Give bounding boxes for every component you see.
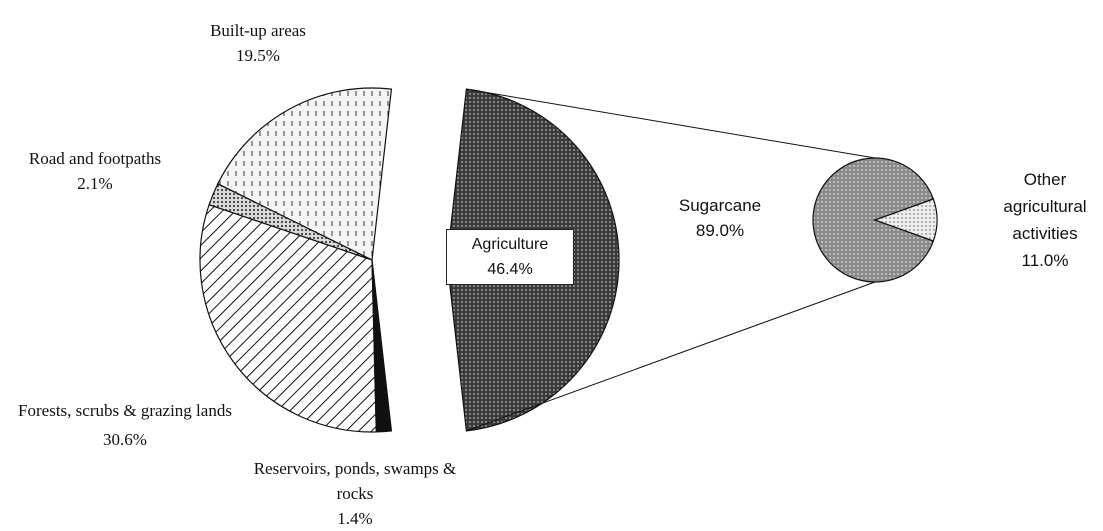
label-value: 2.1% <box>77 174 113 193</box>
label-name: Other agricultural activities <box>1003 170 1087 243</box>
slice-pattern <box>812 157 935 283</box>
label-name: Forests, scrubs & grazing lands <box>18 401 232 420</box>
label-value: 30.6% <box>103 430 147 449</box>
connector-line <box>466 281 876 432</box>
label-name: Road and footpaths <box>28 149 162 168</box>
slice-pattern <box>216 87 393 261</box>
connector-line <box>466 88 876 159</box>
slice-pattern <box>873 198 938 242</box>
label-value: 89.0% <box>695 221 745 240</box>
secondary-label: Other agricultural activities 11.0% <box>995 166 1095 274</box>
slice-pattern <box>371 259 393 433</box>
slice-label: Reservoirs, ponds, swamps & rocks 1.4% <box>238 456 473 531</box>
label-value: 46.4% <box>487 261 533 278</box>
slice-label: Road and footpaths 2.1% <box>0 146 195 196</box>
secondary-label: Sugarcane 89.0% <box>650 193 790 243</box>
label-value: 1.4% <box>337 509 373 528</box>
label-name: Built-up areas <box>210 21 306 40</box>
slice-label: Built-up areas 19.5% <box>158 18 358 68</box>
label-value: 11.0% <box>1021 251 1069 270</box>
label-value: 19.5% <box>236 46 280 65</box>
label-name: Reservoirs, ponds, swamps & rocks <box>253 459 457 503</box>
slice-label: Forests, scrubs & grazing lands 30.6% <box>5 396 245 454</box>
slice-pattern <box>199 204 377 433</box>
slice-label: Agriculture 46.4% <box>446 229 574 285</box>
label-name: Sugarcane <box>678 196 762 215</box>
label-name: Agriculture <box>471 236 549 253</box>
